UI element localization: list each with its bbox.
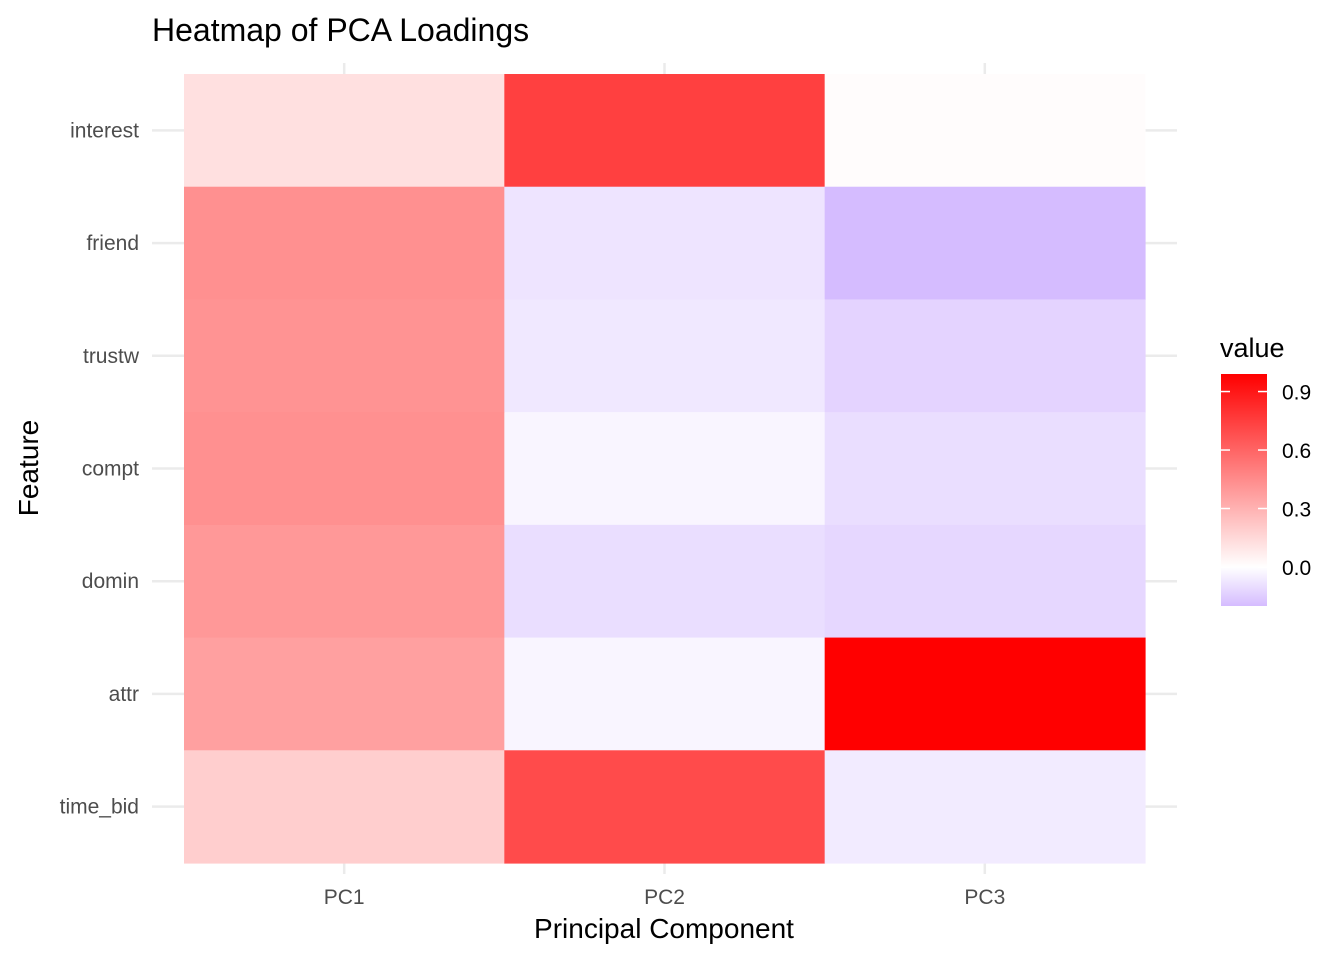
heatmap-cell <box>504 299 826 413</box>
heatmap-cell <box>504 750 826 864</box>
heatmap-cells <box>184 74 1146 864</box>
heatmap-cell <box>184 524 505 639</box>
y-tick-label: attr <box>109 683 139 706</box>
legend-colorbar <box>1221 374 1267 606</box>
heatmap-cell <box>184 74 505 188</box>
heatmap-cell <box>184 637 505 751</box>
x-tick-label: PC1 <box>324 886 365 909</box>
color-legend: value 0.9 0.6 0.3 0.0 <box>1220 333 1311 606</box>
y-tick-label: interest <box>70 119 139 142</box>
legend-label: 0.0 <box>1282 557 1311 580</box>
y-tick-label: compt <box>82 458 139 481</box>
heatmap-cell <box>824 74 1146 188</box>
legend-title: value <box>1220 333 1285 363</box>
heatmap-cell <box>504 186 826 301</box>
legend-label: 0.3 <box>1282 499 1311 522</box>
y-axis-ticks: interest friend trustw compt domin attr time_b… <box>60 119 140 818</box>
y-tick-label: trustw <box>83 345 140 368</box>
heatmap-cell <box>504 74 826 188</box>
heatmap-cell <box>824 186 1146 301</box>
y-axis-title: Feature <box>13 420 44 517</box>
heatmap-cell <box>824 637 1146 751</box>
x-tick-label: PC3 <box>964 886 1005 909</box>
heatmap-cell <box>824 524 1146 639</box>
heatmap-cell <box>184 299 505 413</box>
heatmap-cell <box>504 412 826 526</box>
x-axis-title: Principal Component <box>534 913 794 944</box>
heatmap-cell <box>824 750 1146 864</box>
chart-title: Heatmap of PCA Loadings <box>152 12 529 48</box>
x-tick-label: PC2 <box>644 886 685 909</box>
heatmap-cell <box>504 637 826 751</box>
heatmap-cell <box>184 186 505 301</box>
heatmap-cell <box>184 750 505 864</box>
heatmap-cell <box>824 299 1146 413</box>
legend-label: 0.6 <box>1282 440 1311 463</box>
heatmap-cell <box>824 412 1146 526</box>
x-axis-ticks: PC1 PC2 PC3 <box>324 886 1006 909</box>
heatmap-cell <box>504 524 826 639</box>
y-tick-label: friend <box>86 232 139 255</box>
y-tick-label: domin <box>82 570 139 593</box>
heatmap-cell <box>184 412 505 526</box>
y-tick-label: time_bid <box>60 796 139 819</box>
legend-label: 0.9 <box>1282 382 1311 405</box>
